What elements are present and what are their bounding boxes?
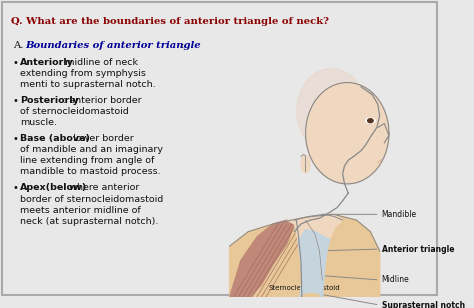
FancyBboxPatch shape <box>2 2 437 295</box>
Text: •: • <box>13 96 19 106</box>
Text: Suprasternal notch: Suprasternal notch <box>382 301 465 308</box>
Text: Base (above): Base (above) <box>20 134 91 143</box>
Text: menti to suprasternal notch.: menti to suprasternal notch. <box>20 80 156 89</box>
Text: Midline: Midline <box>382 275 409 285</box>
Ellipse shape <box>301 156 310 173</box>
Polygon shape <box>229 220 294 297</box>
Ellipse shape <box>297 69 366 153</box>
Text: Boundaries of anterior triangle: Boundaries of anterior triangle <box>25 41 201 50</box>
Text: neck (at suprasternal notch).: neck (at suprasternal notch). <box>20 217 159 226</box>
Text: border of sternocleidomastoid: border of sternocleidomastoid <box>20 195 164 204</box>
Text: Sternocleidomastoid: Sternocleidomastoid <box>269 285 340 291</box>
Text: extending from symphysis: extending from symphysis <box>20 69 146 78</box>
Polygon shape <box>298 230 329 297</box>
Text: : midline of neck: : midline of neck <box>59 58 138 67</box>
Text: Q. What are the boundaries of anterior triangle of neck?: Q. What are the boundaries of anterior t… <box>11 17 329 26</box>
Text: : anterior border: : anterior border <box>63 96 142 105</box>
Text: Mandible: Mandible <box>382 210 417 219</box>
Text: of mandible and an imaginary: of mandible and an imaginary <box>20 145 164 154</box>
Ellipse shape <box>302 294 320 301</box>
Text: •: • <box>13 58 19 68</box>
Ellipse shape <box>306 83 389 184</box>
Text: •: • <box>13 184 19 193</box>
Text: •: • <box>13 134 19 144</box>
Text: Posteriorly: Posteriorly <box>20 96 79 105</box>
Text: mandible to mastoid process.: mandible to mastoid process. <box>20 168 161 176</box>
Polygon shape <box>287 214 343 297</box>
Ellipse shape <box>366 118 375 123</box>
Text: line extending from angle of: line extending from angle of <box>20 156 155 165</box>
Text: muscle.: muscle. <box>20 118 57 127</box>
Text: A.: A. <box>13 41 27 50</box>
Text: meets anterior midline of: meets anterior midline of <box>20 206 141 215</box>
Text: : lower border: : lower border <box>67 134 134 143</box>
Text: Anterior triangle: Anterior triangle <box>382 245 454 253</box>
Text: :: : <box>181 41 184 50</box>
Ellipse shape <box>368 119 373 123</box>
Text: : where anterior: : where anterior <box>63 184 139 192</box>
Text: Anteriorly: Anteriorly <box>20 58 74 67</box>
Text: Apex(below): Apex(below) <box>20 184 88 192</box>
Text: of sternocleidomastoid: of sternocleidomastoid <box>20 107 129 116</box>
Polygon shape <box>229 214 380 297</box>
